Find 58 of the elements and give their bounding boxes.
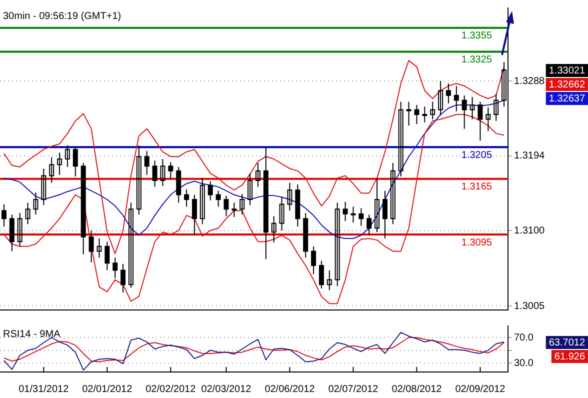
ref-line-label: 1.3325: [461, 54, 492, 66]
y-tick-label: 1.3288: [514, 76, 546, 87]
candlestick: [430, 101, 436, 120]
x-tick-label: 02/08/2012: [392, 384, 442, 395]
candlestick: [136, 144, 142, 216]
candlestick: [160, 158, 166, 187]
candlestick: [326, 270, 332, 291]
candlestick: [96, 238, 102, 258]
text: 1.32637: [548, 94, 586, 105]
candlestick: [334, 202, 340, 287]
candlestick: [422, 106, 428, 123]
candlestick: [240, 193, 245, 216]
x-tick-label: 02/06/2012: [264, 384, 316, 395]
candlestick: [406, 101, 412, 126]
candlestick: [41, 168, 46, 206]
y-tick-label: 1.3005: [514, 300, 546, 312]
y-tick-label: 70.0: [514, 332, 534, 344]
chart-title: RSI14 - 9MA: [3, 328, 61, 340]
ref-line-label: 1.3355: [461, 30, 492, 42]
candlestick: [33, 192, 38, 216]
y-tick-label: 1.3194: [514, 150, 546, 162]
candlestick: [438, 80, 444, 116]
candlestick: [17, 212, 22, 247]
x-tick-label: 02/01/2012: [82, 384, 133, 395]
candlestick: [271, 216, 276, 243]
x-tick-label: 02/09/2012: [455, 384, 506, 395]
candlestick: [64, 144, 70, 168]
text: 61.926: [554, 352, 586, 363]
candlestick: [486, 106, 491, 132]
candlestick: [279, 196, 284, 232]
x-tick-label: 02/02/2012: [146, 384, 196, 395]
text: 1.32662: [548, 80, 586, 91]
candlestick: [25, 202, 30, 225]
candlestick: [232, 202, 237, 218]
chart-title: 30min - 09:56:19 (GMT+1): [3, 10, 122, 22]
candlestick: [398, 101, 404, 177]
ref-line-label: 1.3165: [461, 182, 492, 193]
x-tick-label: 01/31/2012: [18, 384, 70, 395]
candlestick: [248, 172, 253, 206]
candlestick: [390, 162, 396, 225]
candlestick: [287, 182, 292, 212]
ref-line-label: 1.3095: [461, 237, 492, 248]
candlestick: [255, 162, 260, 188]
x-tick-label: 02/07/2012: [328, 384, 379, 395]
candlestick: [200, 178, 205, 225]
text: 1.33021: [548, 66, 586, 77]
candlestick: [57, 152, 62, 176]
x-tick-label: 02/03/2012: [201, 384, 252, 395]
y-tick-label: 30.0: [514, 358, 534, 369]
candlestick: [374, 178, 380, 233]
candlestick: [49, 156, 54, 184]
candlestick: [128, 202, 134, 288]
candlestick: [494, 93, 499, 122]
text: 63.7012: [548, 338, 586, 349]
ref-line-label: 1.3205: [461, 150, 492, 161]
candlestick: [470, 96, 475, 120]
y-tick-label: 1.3100: [514, 225, 546, 236]
candlestick: [350, 206, 356, 224]
